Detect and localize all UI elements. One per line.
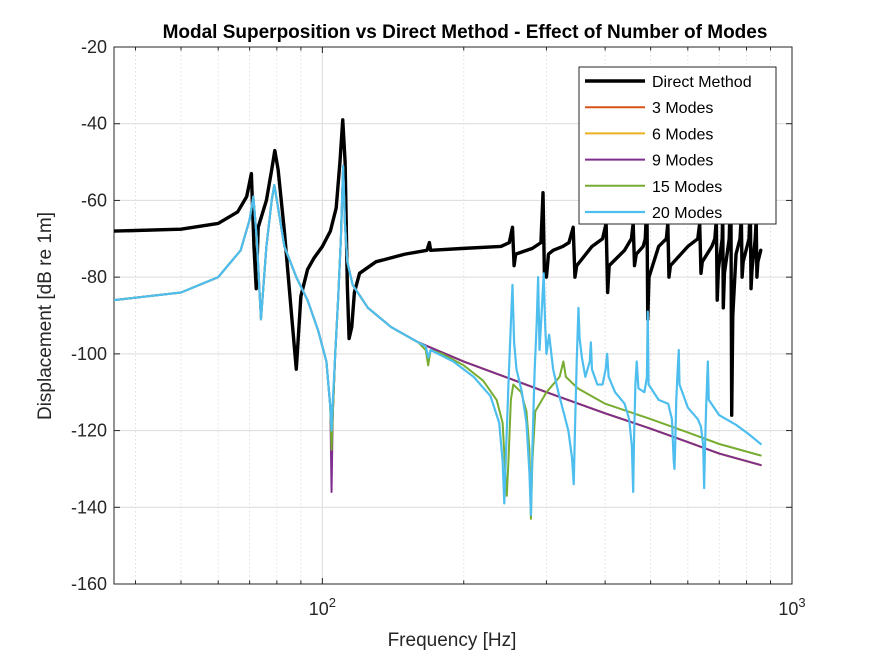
x-axis-label: Frequency [Hz] <box>388 630 517 651</box>
x-tick-label: 102 <box>309 595 336 619</box>
y-tick-label: -160 <box>71 574 107 594</box>
axes-box <box>113 46 793 585</box>
legend-label: Direct Method <box>652 74 752 91</box>
legend: Direct Method 3 Modes 6 Modes 9 Modes 15 Mod… <box>578 66 777 225</box>
legend-box <box>578 66 777 225</box>
y-tick-label: -40 <box>81 114 107 134</box>
legend-label: 3 Modes <box>652 100 713 117</box>
y-axis-label: Displacement [dB re 1m] <box>35 212 56 420</box>
chart-title: Modal Superposition vs Direct Method - E… <box>163 22 768 43</box>
legend-label: 9 Modes <box>652 153 713 170</box>
y-tick-label: -100 <box>71 344 107 364</box>
y-tick-label: -80 <box>81 267 107 287</box>
legend-label: 20 Modes <box>652 205 722 222</box>
series-line-direct-method <box>114 118 763 417</box>
series-line-20-modes <box>114 164 762 517</box>
y-tick-label: -20 <box>81 37 107 57</box>
y-tick-label: -60 <box>81 190 107 210</box>
y-tick-label: -120 <box>71 421 107 441</box>
x-tick-label: 103 <box>778 595 805 619</box>
legend-label: 15 Modes <box>652 179 722 196</box>
legend-label: 6 Modes <box>652 126 713 143</box>
y-tick-label: -140 <box>71 497 107 517</box>
